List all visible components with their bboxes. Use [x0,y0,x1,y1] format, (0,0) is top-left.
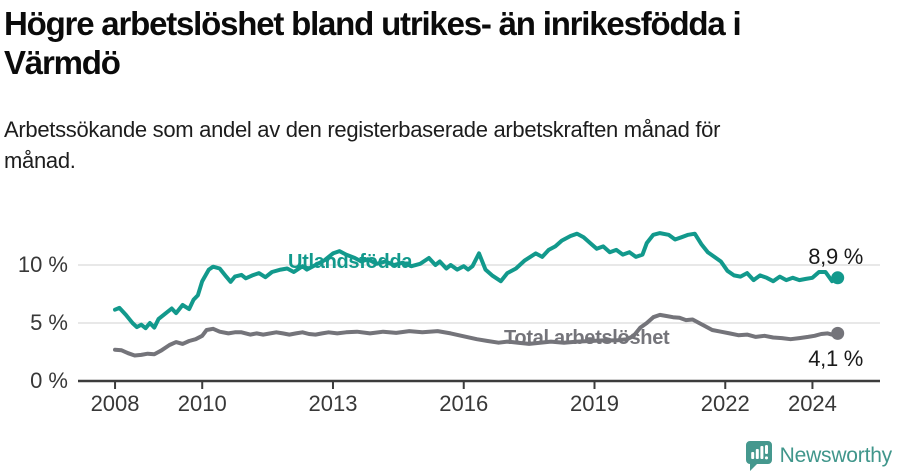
page-title-line-2: Värmdö [4,44,121,81]
speech-bubble-shape [745,441,772,471]
newsworthy-branding: Newsworthy [745,440,893,472]
x-tick-label: 2022 [701,391,750,416]
chart-subtitle: Arbetssökande som andel av den registerb… [4,114,720,176]
chart-subtitle-line-2: månad. [4,148,76,173]
newsworthy-wordmark: Newsworthy [779,444,893,467]
page-title: Högre arbetslöshet bland utrikes- än inr… [4,4,742,82]
chart-subtitle-line-1: Arbetssökande som andel av den registerb… [4,117,721,142]
y-tick-label: 10 % [18,252,68,277]
series-label-utlandsfodda: Utlandsfödda [288,251,413,273]
series-line [113,312,840,358]
page-title-line-1: Högre arbetslöshet bland utrikes- än inr… [4,5,742,42]
y-tick-label: 0 % [30,368,68,393]
x-tick-label: 2010 [178,391,227,416]
end-value-label-total: 4,1 % [808,346,863,371]
x-tick-label: 2024 [788,391,837,416]
x-tick-label: 2008 [91,391,140,416]
series-end-dot [831,326,845,340]
series-label-total-arbetsloshet: Total arbetslöshet [504,327,670,349]
series-end-dot [831,271,845,285]
x-tick-label: 2013 [309,391,358,416]
y-tick-label: 5 % [30,310,68,335]
bar-chart-glyph [750,445,768,460]
x-tick-label: 2016 [439,391,488,416]
end-value-label-utlandsfodda: 8,9 % [808,244,863,269]
x-tick-label: 2019 [570,391,619,416]
series-line [113,231,840,331]
newsworthy-logo-icon [745,441,772,471]
